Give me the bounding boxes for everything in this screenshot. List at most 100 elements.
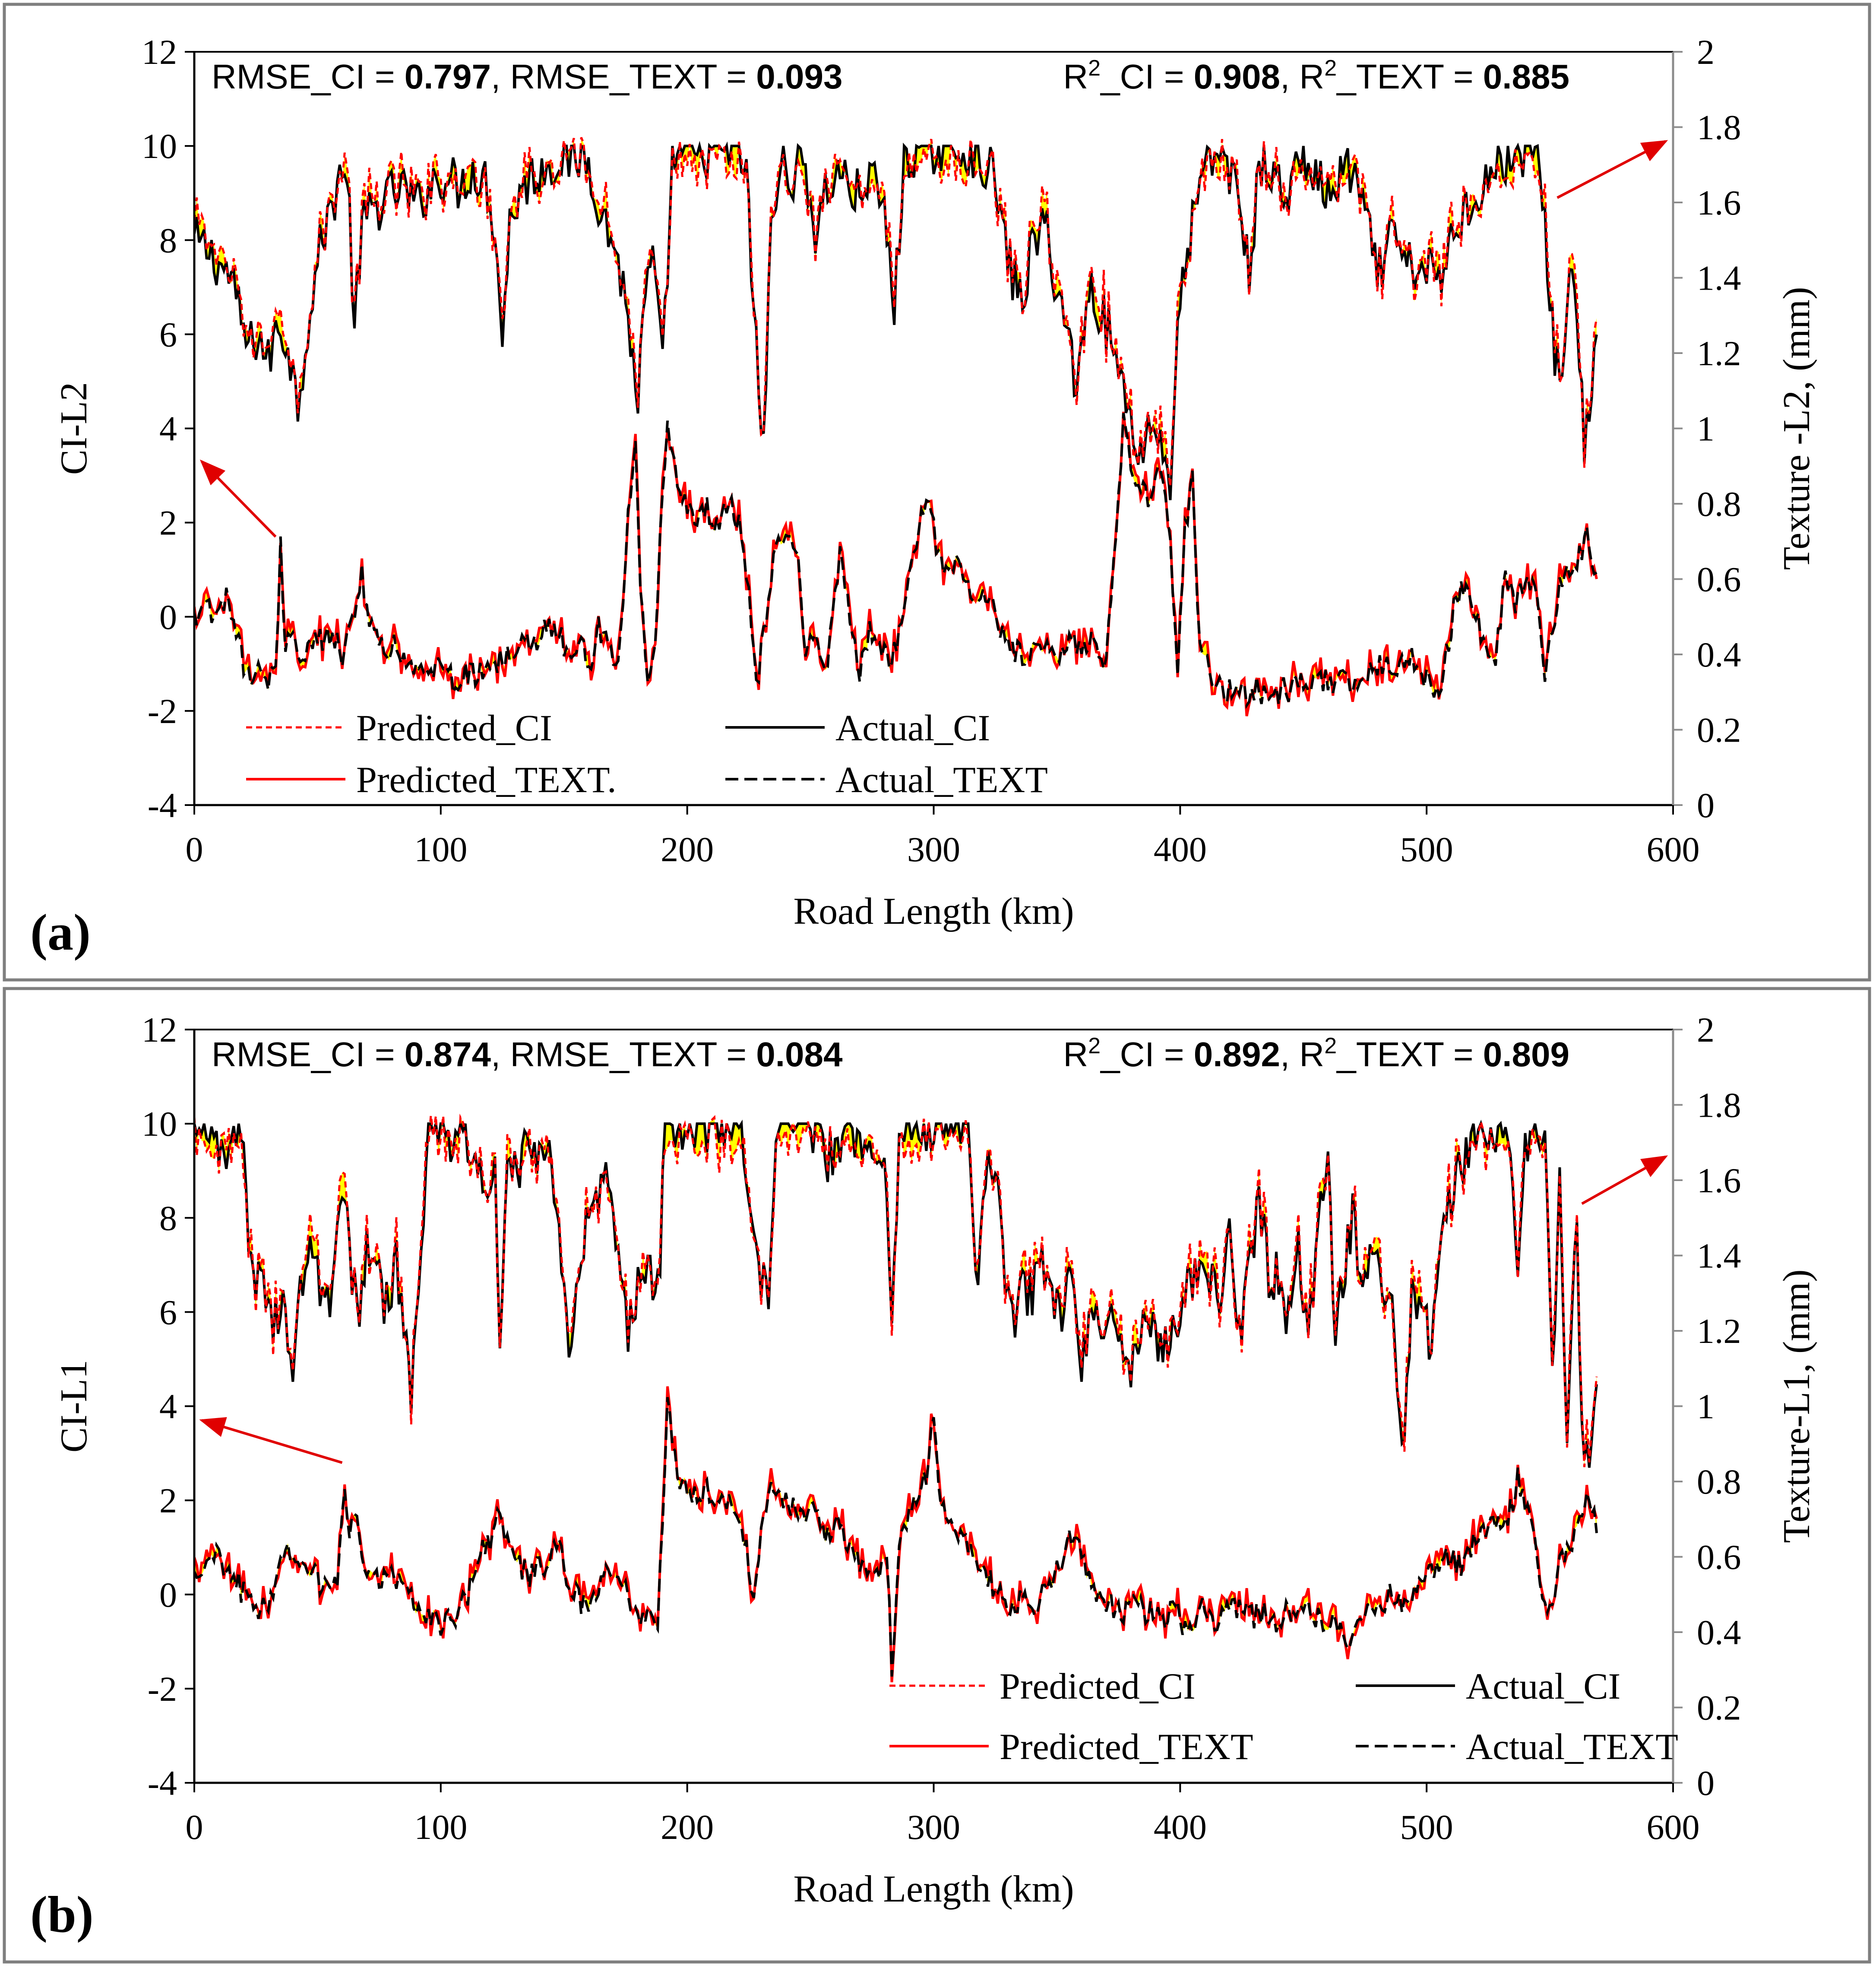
left-tick-label: 2 — [159, 503, 177, 543]
right-tick-label: 1.4 — [1697, 259, 1741, 298]
legend-label: Predicted_CI — [356, 707, 552, 749]
x-tick-label: 400 — [1154, 1807, 1207, 1847]
rmse-part: 0.084 — [756, 1035, 843, 1074]
rmse-part: , RMSE_TEXT = — [491, 1035, 756, 1074]
left-tick-label: 0 — [159, 1575, 177, 1614]
x-tick-label: 600 — [1647, 1807, 1700, 1847]
actual-text-line — [194, 1397, 1598, 1677]
x-tick-label: 300 — [907, 830, 960, 869]
x-tick-label: 400 — [1154, 830, 1207, 869]
right-tick-label: 1.2 — [1697, 334, 1741, 373]
legend-label: Actual_TEXT — [835, 759, 1048, 800]
r2-part: , — [1280, 1035, 1299, 1074]
legend-label: Actual_CI — [835, 707, 990, 749]
legend-label: Predicted_TEXT — [1000, 1726, 1253, 1767]
x-tick-label: 200 — [661, 1807, 714, 1847]
right-tick-label: 0.6 — [1697, 1538, 1741, 1577]
right-tick-label: 1.6 — [1697, 183, 1741, 222]
legend-predicted-text: Predicted_TEXT. — [246, 759, 617, 800]
rmse-part: 0.797 — [405, 57, 491, 96]
plot-area — [194, 1113, 1598, 1683]
texture-difference-fill — [194, 411, 1597, 716]
r2-part: R — [1063, 1035, 1088, 1074]
r2-part: _CI = — [1100, 57, 1194, 96]
arrow-to-right-axis — [1556, 140, 1668, 199]
r2-part: R — [1299, 1035, 1324, 1074]
right-tick-label: 0.2 — [1697, 1688, 1741, 1728]
left-tick-label: 12 — [142, 1010, 177, 1049]
r2-part: 0.809 — [1483, 1035, 1569, 1074]
left-tick-label: 10 — [142, 126, 177, 166]
actual-ci-line — [194, 141, 1598, 500]
legend-actual-ci: Actual_CI — [725, 707, 990, 749]
r2-part: 2 — [1088, 1033, 1101, 1058]
left-tick-label: 4 — [159, 1387, 177, 1426]
right-axis-label: Texture-L1, (mm) — [1776, 1269, 1818, 1543]
predicted-ci-line — [194, 137, 1598, 487]
right-tick-label: 0.2 — [1697, 711, 1741, 750]
left-tick-label: -2 — [148, 1669, 177, 1709]
x-tick-label: 100 — [414, 1807, 467, 1847]
left-tick-label: 4 — [159, 409, 177, 449]
r2-part: _CI = — [1100, 1035, 1194, 1074]
arrow-to-left-axis — [199, 1417, 343, 1464]
plot-area — [194, 137, 1598, 717]
r2-stats: R2_CI = 0.892, R2_TEXT = 0.809 — [1063, 1033, 1569, 1074]
right-tick-label: 2 — [1697, 1010, 1715, 1049]
arrow-to-right-axis — [1581, 1155, 1668, 1205]
left-tick-label: 6 — [159, 315, 177, 354]
right-tick-label: 0 — [1697, 1763, 1715, 1803]
legend-actual-text: Actual_TEXT — [1356, 1726, 1678, 1767]
panel-label: (b) — [30, 1886, 94, 1943]
x-tick-label: 500 — [1400, 1807, 1453, 1847]
right-tick-label: 1.4 — [1697, 1236, 1741, 1276]
x-tick-label: 0 — [186, 1807, 203, 1847]
legend-label: Predicted_TEXT. — [356, 759, 617, 800]
panel-frame — [3, 3, 1871, 982]
left-tick-label: -2 — [148, 692, 177, 731]
rmse-part: 0.093 — [756, 57, 842, 96]
x-tick-label: 0 — [186, 830, 203, 869]
rmse-stats: RMSE_CI = 0.797, RMSE_TEXT = 0.093 — [212, 57, 842, 96]
r2-part: 2 — [1324, 1033, 1337, 1058]
left-tick-label: 12 — [142, 32, 177, 72]
left-tick-label: -4 — [148, 786, 177, 825]
right-tick-label: 1.8 — [1697, 108, 1741, 147]
legend-predicted-text: Predicted_TEXT — [889, 1726, 1253, 1767]
legend-predicted-ci: Predicted_CI — [889, 1665, 1196, 1707]
x-tick-label: 600 — [1647, 830, 1700, 869]
r2-part: , — [1280, 57, 1299, 96]
legend-actual-ci: Actual_CI — [1356, 1665, 1620, 1707]
legend-actual-text: Actual_TEXT — [725, 759, 1048, 800]
right-tick-label: 2 — [1697, 32, 1715, 72]
right-tick-label: 0.6 — [1697, 560, 1741, 599]
legend-label: Actual_TEXT — [1466, 1726, 1678, 1767]
left-tick-label: 0 — [159, 597, 177, 637]
x-tick-label: 300 — [907, 1807, 960, 1847]
rmse-part: RMSE_CI = — [212, 57, 405, 96]
r2-part: R — [1299, 57, 1324, 96]
predicted-text-line — [194, 411, 1598, 717]
r2-part: 2 — [1088, 56, 1101, 81]
right-tick-label: 0.8 — [1697, 1462, 1741, 1501]
r2-part: 2 — [1324, 56, 1337, 81]
r2-part: 0.892 — [1194, 1035, 1280, 1074]
left-tick-label: 10 — [142, 1104, 177, 1144]
left-axis-label: CI-L2 — [53, 382, 95, 475]
left-tick-label: 2 — [159, 1481, 177, 1520]
right-tick-label: 0 — [1697, 786, 1715, 825]
right-axis-label: Texture -L2, (mm) — [1776, 287, 1818, 570]
right-tick-label: 1 — [1697, 1387, 1715, 1426]
r2-part: _TEXT = — [1336, 1035, 1483, 1074]
left-tick-label: -4 — [148, 1763, 177, 1803]
r2-stats: R2_CI = 0.908, R2_TEXT = 0.885 — [1063, 56, 1569, 96]
rmse-part: RMSE_CI = — [212, 1035, 405, 1074]
arrow-to-left-axis — [199, 459, 277, 538]
right-tick-label: 1.2 — [1697, 1311, 1741, 1351]
actual-text-line — [194, 413, 1598, 709]
left-tick-label: 6 — [159, 1292, 177, 1332]
rmse-part: , RMSE_TEXT = — [491, 57, 756, 96]
legend-label: Actual_CI — [1466, 1665, 1620, 1707]
right-tick-label: 1.8 — [1697, 1086, 1741, 1125]
